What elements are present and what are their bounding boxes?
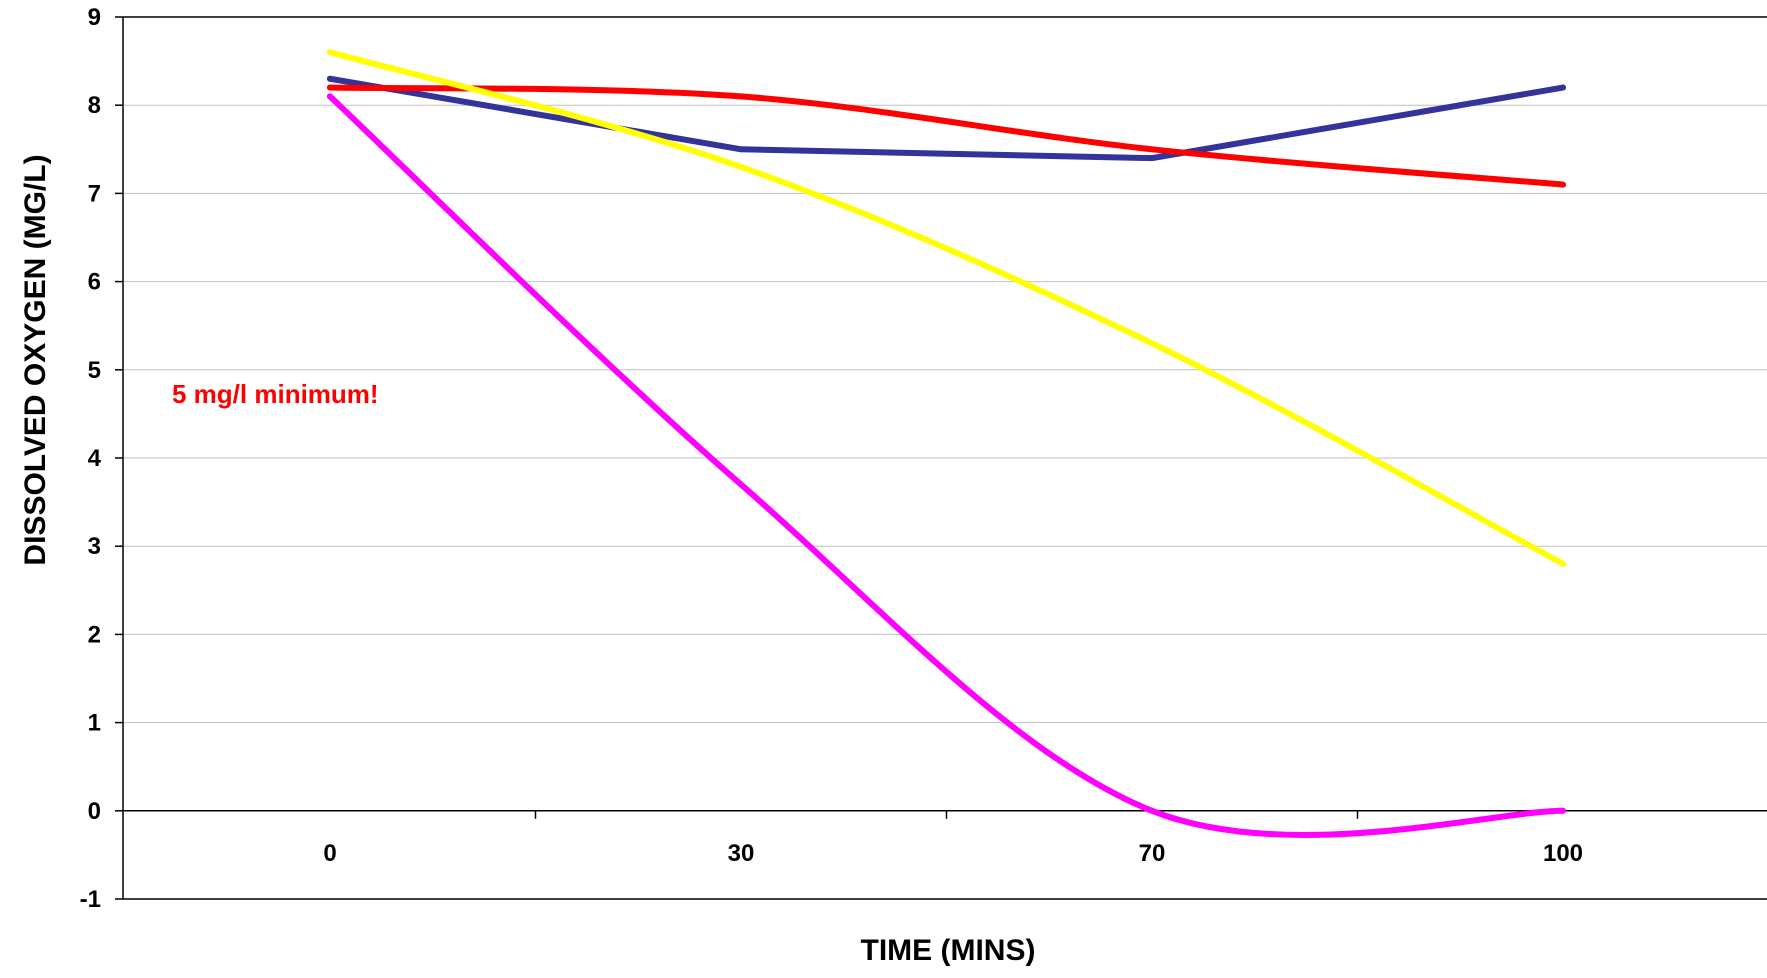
y-tick-label: 6 [88, 269, 101, 296]
y-tick-label: 4 [88, 445, 102, 472]
data-point [327, 84, 333, 91]
series-line-2 [327, 84, 1566, 188]
data-point [1560, 807, 1566, 814]
series-line-1 [327, 75, 1566, 162]
data-point [738, 481, 744, 488]
data-point [738, 93, 744, 100]
y-tick-label: 7 [88, 180, 101, 207]
y-tick-label: 8 [88, 92, 101, 119]
y-tick-label: 3 [88, 533, 101, 560]
data-point [738, 146, 744, 153]
series-lines [327, 49, 1566, 838]
y-tick-label: 1 [88, 710, 101, 737]
data-point [327, 49, 333, 56]
y-tick-label: -1 [80, 886, 101, 913]
series-line-3 [327, 49, 1566, 567]
series-line-4 [327, 93, 1566, 838]
data-point [1560, 84, 1566, 91]
data-point [1149, 807, 1155, 814]
data-point [1149, 340, 1155, 347]
data-point [1560, 181, 1566, 188]
data-point [738, 163, 744, 170]
data-point [1149, 146, 1155, 153]
data-point [1560, 560, 1566, 567]
data-point [1149, 155, 1155, 162]
y-tick-label: 2 [88, 621, 101, 648]
y-axis-ticks: -1 0 1 2 3 4 5 6 7 8 9 [80, 4, 123, 913]
data-point [327, 75, 333, 82]
x-tick-label: 100 [1543, 840, 1583, 867]
data-point [327, 93, 333, 100]
x-axis-title: TIME (MINS) [861, 934, 1036, 967]
x-tick-label: 0 [323, 840, 336, 867]
y-axis-title: DISSOLVED OXYGEN (MG/L) [19, 154, 52, 565]
x-tick-label: 30 [728, 840, 755, 867]
x-axis-ticks: 0 30 70 100 [323, 810, 1583, 867]
x-tick-label: 70 [1139, 840, 1166, 867]
axes [122, 16, 1767, 900]
y-tick-label: 5 [88, 357, 101, 384]
minimum-annotation: 5 mg/l minimum! [172, 379, 379, 409]
y-tick-label: 0 [88, 798, 101, 825]
y-tick-label: 9 [88, 4, 101, 31]
